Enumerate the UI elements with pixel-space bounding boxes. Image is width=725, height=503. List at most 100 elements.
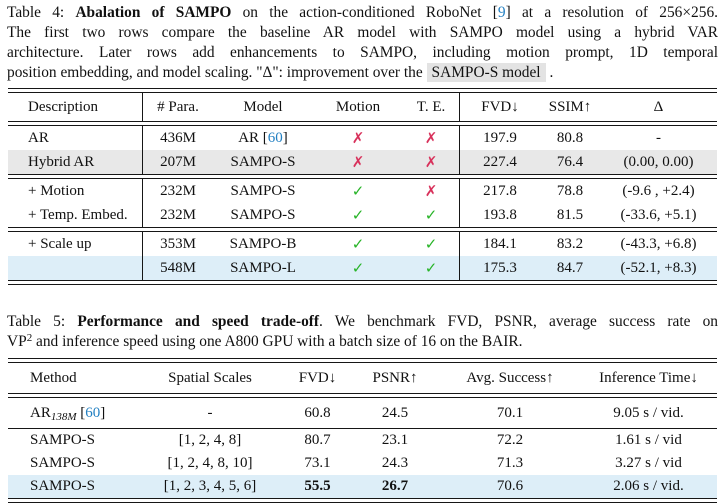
column-header-params: # Para. — [157, 99, 199, 115]
table4-header-row: Description # Para. Model Motion T. E. F… — [8, 93, 717, 121]
model-name: SAMPO-S — [230, 183, 296, 199]
caption-text: ] at a resolution of 256×256. — [505, 4, 718, 21]
method-name: AR138M [60] — [8, 398, 135, 428]
caption4-line3: architecture. Later rows add enhancement… — [7, 44, 718, 61]
success-value: 70.1 — [496, 405, 524, 421]
model-name: SAMPO-B — [229, 236, 297, 252]
caption-text: and inference speed using one A800 GPU w… — [32, 333, 523, 350]
success-value: 70.6 — [496, 478, 524, 494]
mark-cell: ✓ — [403, 203, 460, 227]
caption4-line4: position embedding, and model scaling. "… — [7, 63, 718, 83]
fvd-value: 217.8 — [483, 183, 517, 199]
citation-link[interactable]: 9 — [497, 4, 506, 21]
delta-value: (-9.6 , +2.4) — [622, 183, 695, 199]
mark-cell: ✗ — [403, 150, 460, 174]
mark-cell: ✓ — [313, 256, 403, 280]
check-icon: ✓ — [424, 259, 438, 277]
mark-cell: ✓ — [313, 179, 403, 203]
param-count: 232M — [160, 207, 196, 223]
mark-cell: ✗ — [403, 179, 460, 203]
param-count: 353M — [160, 236, 196, 252]
model-name: AR [60] — [213, 126, 313, 150]
caption-bold-text: Abalation of SAMPO — [75, 4, 232, 21]
row-description: AR — [8, 126, 143, 150]
psnr-value: 26.7 — [381, 478, 409, 494]
table-row: 548M SAMPO-L ✓ ✓ 175.3 84.7 (-52.1, +8.3) — [8, 256, 717, 280]
check-icon: ✓ — [351, 259, 365, 277]
caption-text: . We benchmark FVD, PSNR, average succes… — [319, 313, 719, 330]
delta-value: - — [656, 130, 661, 146]
param-count: 548M — [160, 260, 196, 276]
table5: Method Spatial Scales FVD↓ PSNR↑ Avg. Su… — [8, 358, 717, 503]
column-header-success: Avg. Success↑ — [466, 370, 554, 386]
caption4-line1: Table 4: Abalation of SAMPO on the actio… — [7, 3, 718, 23]
row-description: + Scale up — [8, 232, 143, 256]
citation-link[interactable]: 60 — [85, 405, 101, 421]
delta-value: (-43.3, +6.8) — [620, 236, 697, 252]
inference-time-value: 1.61 s / vid — [615, 432, 682, 448]
table-row: AR138M [60] - 60.8 24.5 70.1 9.05 s / vid. — [8, 398, 717, 428]
caption5-line2: VP2 and inference speed using one A800 G… — [7, 332, 718, 353]
fvd-value: 175.3 — [483, 260, 517, 276]
mark-cell: ✓ — [403, 232, 460, 256]
ssim-value: 84.7 — [556, 260, 584, 276]
spatial-scales-value: [1, 2, 4, 8, 10] — [167, 455, 253, 471]
table-header-rule — [8, 393, 717, 398]
spatial-scales-value: [1, 2, 4, 8] — [178, 432, 242, 448]
cross-icon: ✗ — [351, 153, 365, 171]
fvd-value: 197.9 — [483, 130, 517, 146]
mark-cell: ✗ — [313, 150, 403, 174]
column-header-fvd: FVD↓ — [481, 99, 519, 115]
model-text: AR [ — [238, 130, 268, 146]
citation-link[interactable]: 60 — [267, 130, 283, 146]
table-row: AR 436M AR [60] ✗ ✗ 197.9 80.8 - — [8, 126, 717, 150]
delta-value: (0.00, 0.00) — [623, 154, 694, 170]
column-header-fvd: FVD↓ — [298, 370, 337, 386]
table4-caption: Table 4: Abalation of SAMPO on the actio… — [0, 0, 725, 83]
model-name: SAMPO-S — [230, 154, 296, 170]
check-icon: ✓ — [424, 235, 438, 253]
mark-cell: ✓ — [313, 232, 403, 256]
table-rule — [8, 498, 717, 503]
method-name: SAMPO-S — [30, 455, 96, 471]
fvd-value: 193.8 — [483, 207, 517, 223]
highlighted-text: SAMPO-S model — [426, 63, 546, 82]
table-row: SAMPO-S [1, 2, 4, 8, 10] 73.1 24.3 71.3 3.27 … — [8, 452, 717, 475]
inference-time-value: 3.27 s / vid — [615, 455, 682, 471]
psnr-value: 24.3 — [381, 455, 409, 471]
caption-text: . — [545, 64, 554, 81]
table-row: + Temp. Embed. 232M SAMPO-S ✓ ✓ 193.8 81.5 (-33… — [8, 203, 717, 227]
table5-caption: Table 5: Performance and speed trade-off… — [0, 309, 725, 353]
table-header-rule — [8, 121, 717, 126]
caption-text: Table 5: — [7, 313, 78, 330]
row-description — [8, 256, 143, 280]
table-top-rule — [8, 88, 717, 93]
param-count: 436M — [160, 130, 196, 146]
column-header-psnr: PSNR↑ — [372, 370, 418, 386]
caption-text: VP — [7, 333, 27, 350]
check-icon: ✓ — [351, 235, 365, 253]
row-description: + Temp. Embed. — [8, 203, 143, 227]
check-icon: ✓ — [424, 206, 438, 224]
table-row: Hybrid AR 207M SAMPO-S ✗ ✗ 227.4 76.4 (0.00, 0.… — [8, 150, 717, 174]
method-subscript: 138M — [50, 411, 77, 423]
model-name: SAMPO-S — [230, 207, 296, 223]
fvd-value: 227.4 — [483, 154, 517, 170]
method-text: ] — [100, 405, 106, 421]
table-row: + Motion 232M SAMPO-S ✓ ✗ 217.8 78.8 (-9.6 , +2… — [8, 179, 717, 203]
check-icon: ✓ — [351, 182, 365, 200]
inference-time-value: 9.05 s / vid. — [613, 405, 684, 421]
column-header-model: Model — [243, 99, 283, 115]
fvd-value: 80.7 — [304, 432, 331, 448]
table-top-rule — [8, 358, 717, 363]
fvd-value: 60.8 — [304, 405, 331, 421]
inference-time-value: 2.06 s / vid. — [613, 478, 684, 494]
method-name: SAMPO-S — [30, 478, 96, 494]
mark-cell: ✓ — [313, 203, 403, 227]
cross-icon: ✗ — [424, 129, 438, 147]
caption5-line1: Table 5: Performance and speed trade-off… — [7, 312, 718, 332]
fvd-value: 55.5 — [304, 478, 331, 494]
table5-body: AR138M [60] - 60.8 24.5 70.1 9.05 s / vid. SAM… — [8, 398, 717, 503]
psnr-value: 24.5 — [381, 405, 409, 421]
